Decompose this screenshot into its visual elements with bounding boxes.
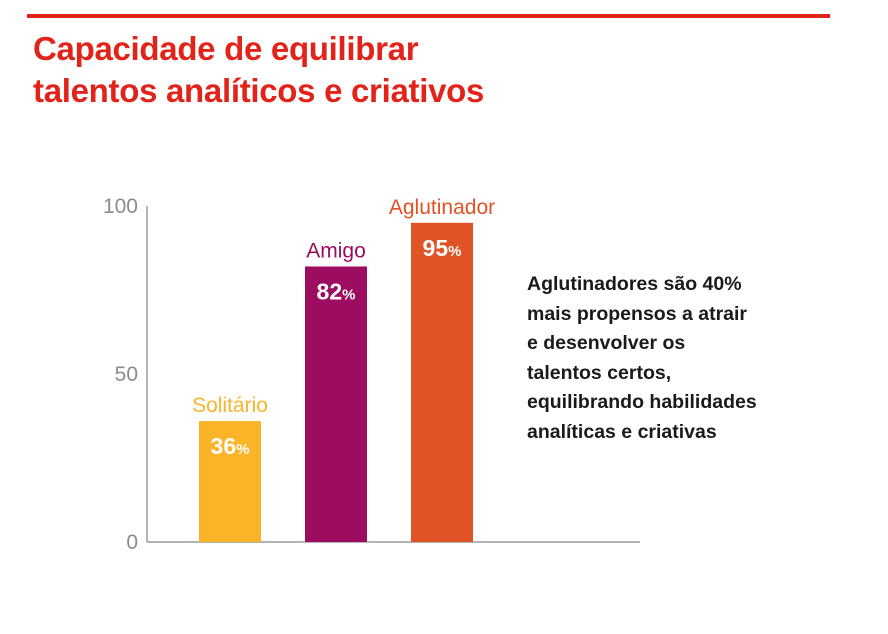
page-title: Capacidade de equilibrar talentos analít… xyxy=(33,28,733,112)
title-line-2: talentos analíticos e criativos xyxy=(33,72,485,109)
category-label: Solitário xyxy=(192,394,268,417)
annotation-line: talentos certos, xyxy=(527,361,672,384)
data-label-suffix: % xyxy=(342,286,355,303)
annotation-text: Aglutinadores são 40% mais propensos a a… xyxy=(527,270,827,447)
category-label: Aglutinador xyxy=(389,196,495,219)
data-label-suffix: % xyxy=(448,243,461,260)
bar xyxy=(411,222,473,543)
annotation-line: Aglutinadores são 40% xyxy=(527,273,742,295)
top-rule xyxy=(27,14,830,18)
y-axis-ticks: 0 50 100 xyxy=(103,195,138,554)
annotation-line: analíticas e criativas xyxy=(527,420,717,443)
bar xyxy=(199,421,261,542)
annotation-line: equilibrando habilidades xyxy=(527,391,757,413)
y-tick-label: 100 xyxy=(103,195,138,218)
data-label-suffix: % xyxy=(236,441,249,458)
bar xyxy=(305,266,367,542)
title-line-1: Capacidade de equilibrar xyxy=(33,30,419,67)
data-label: 95% xyxy=(423,235,462,261)
annotation-line: e desenvolver os xyxy=(527,332,686,354)
y-tick-label: 0 xyxy=(126,531,138,554)
annotation-line: mais propensos a atrair xyxy=(527,302,748,325)
chart-bars xyxy=(199,222,473,543)
category-label: Amigo xyxy=(306,239,366,262)
y-tick-label: 50 xyxy=(115,363,138,386)
